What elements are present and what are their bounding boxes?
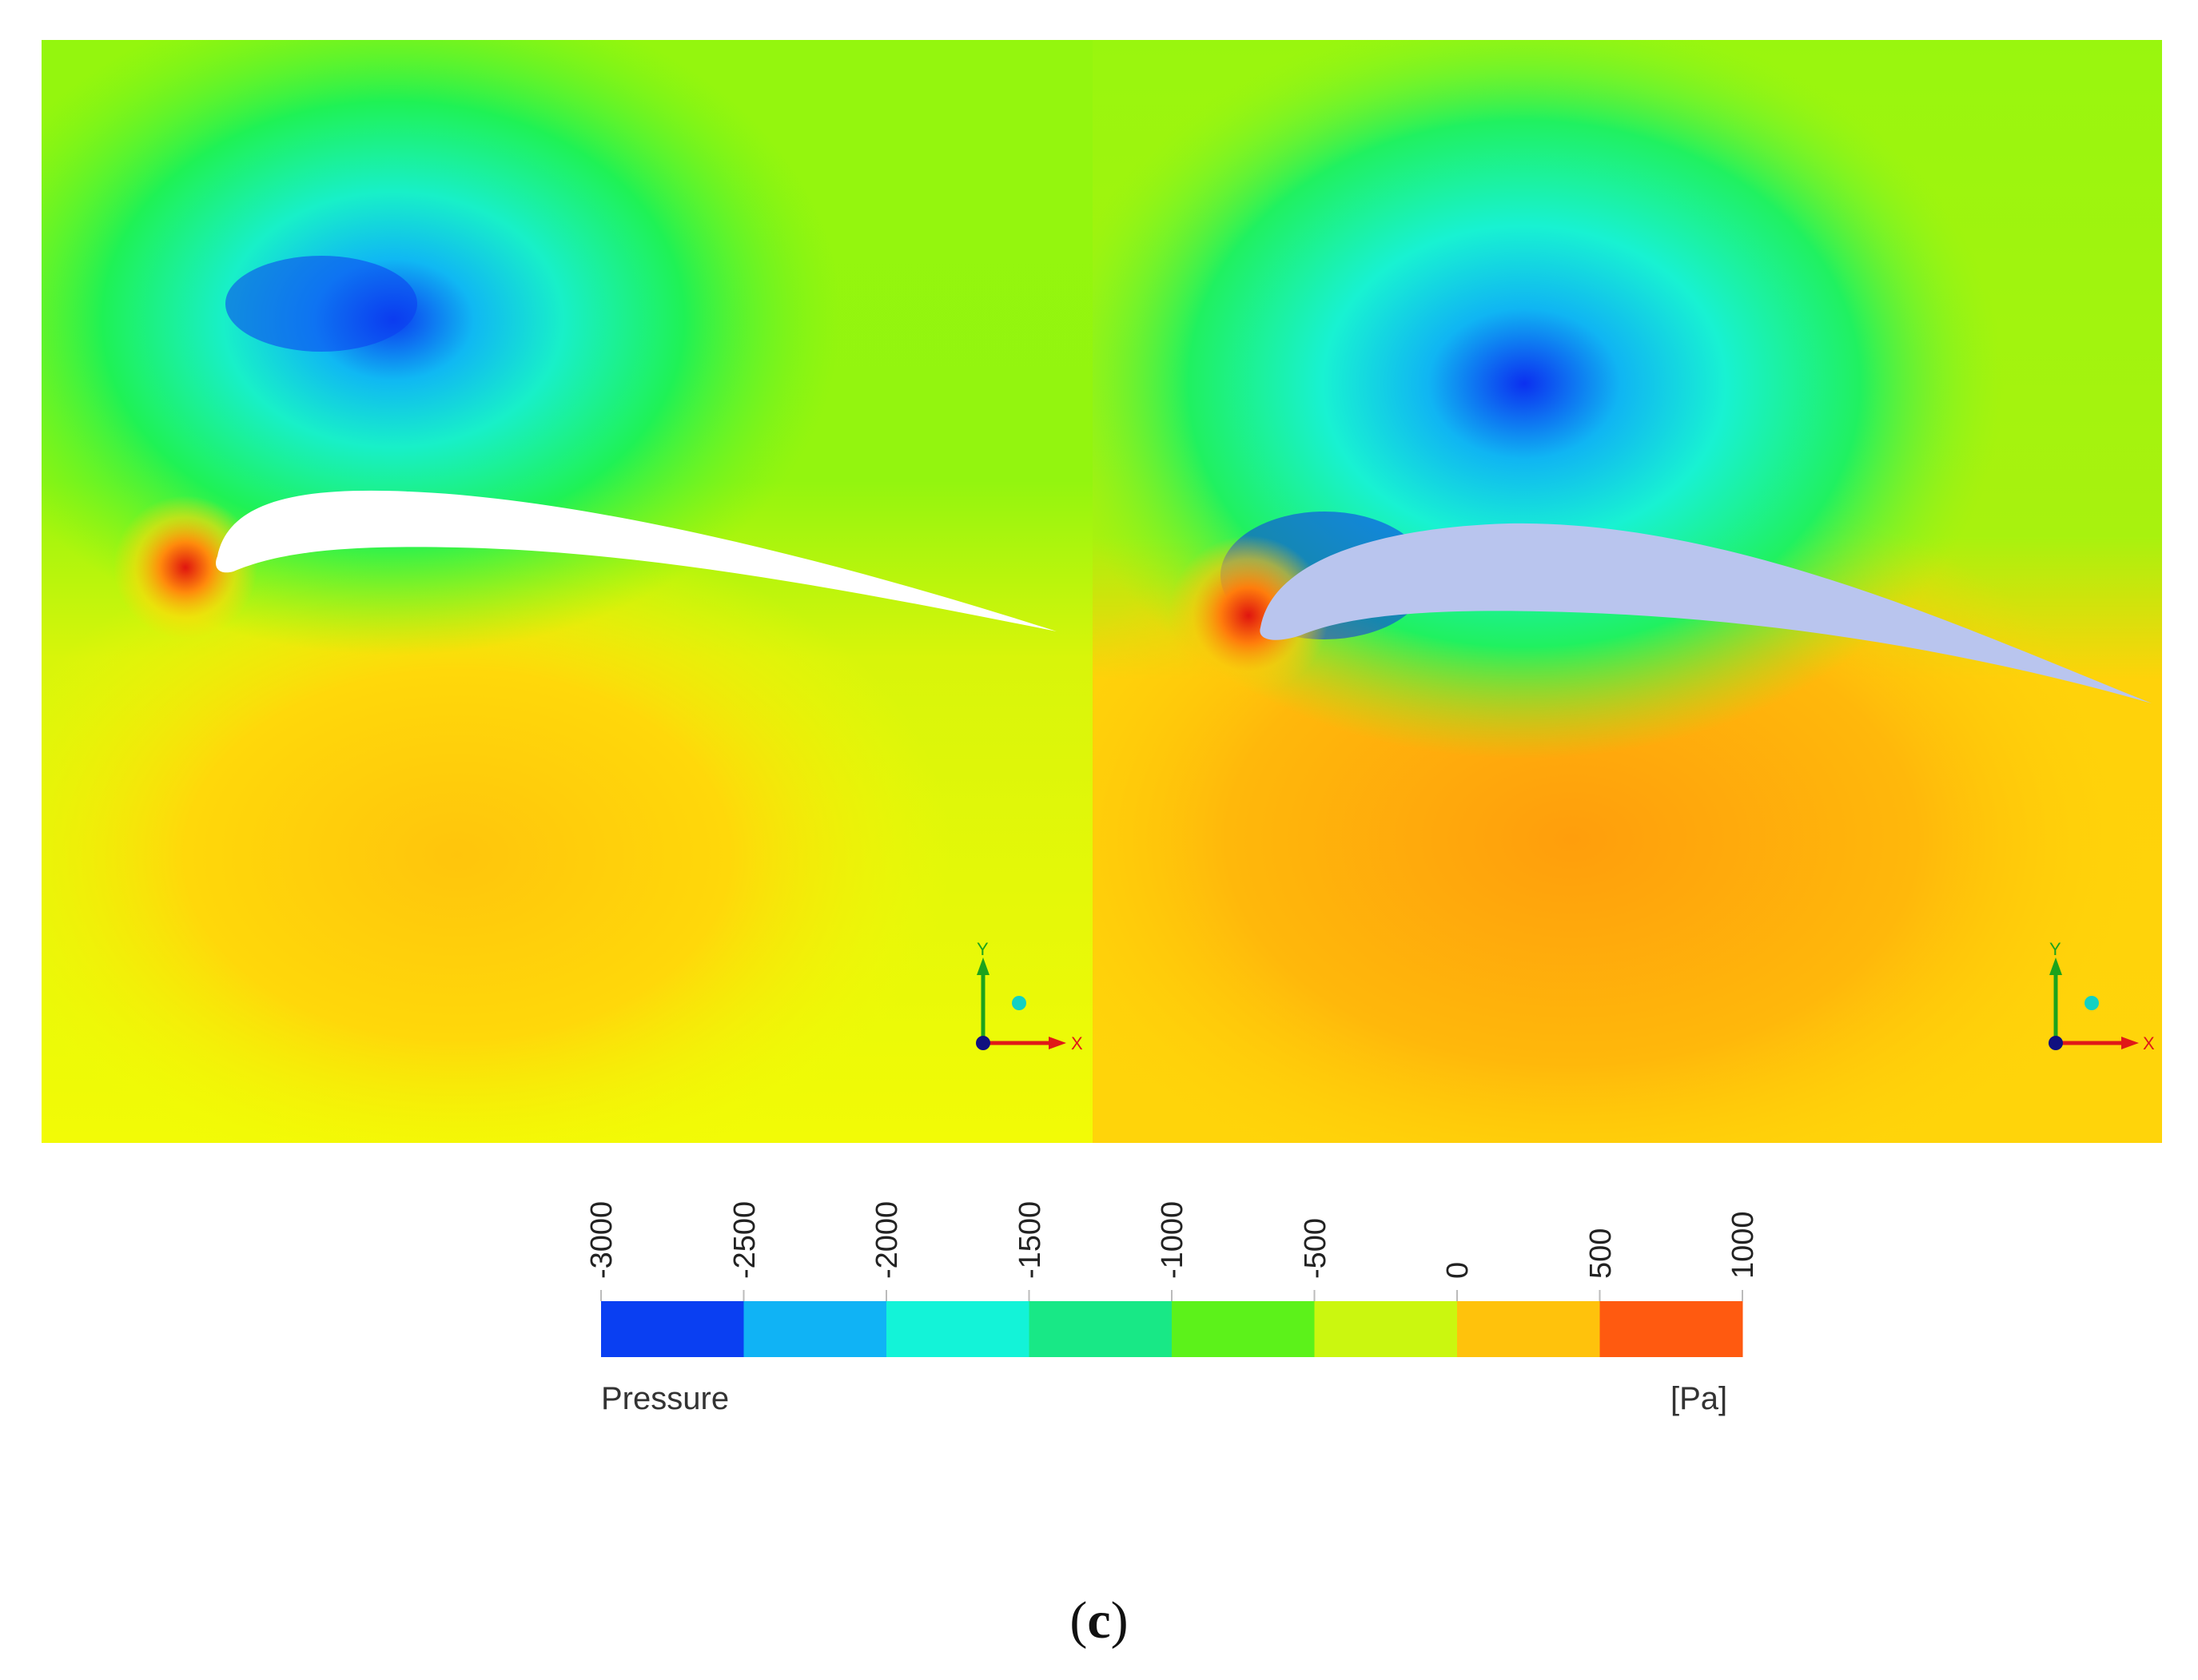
legend-tick-label: 0	[1441, 1261, 1475, 1279]
legend-band	[886, 1301, 1029, 1357]
contour-plot-right: Y X	[1093, 40, 2162, 1143]
legend-band	[1172, 1301, 1315, 1357]
legend-band	[1314, 1301, 1458, 1357]
axis-triad-left: Y X	[976, 939, 1083, 1053]
y-axis-label-left: Y	[977, 939, 989, 959]
legend-band	[1457, 1301, 1600, 1357]
contour-plot-left: Y X	[42, 40, 1093, 1143]
legend-tick-label: -2000	[870, 1200, 904, 1279]
legend-tick-label: -500	[1298, 1217, 1332, 1279]
legend-tick-label: 1000	[1726, 1211, 1760, 1279]
y-axis-label-right: Y	[2049, 939, 2061, 959]
stagnation-point-right	[1169, 535, 1328, 695]
airfoil-left	[216, 490, 1057, 631]
x-axis-label-right: X	[2143, 1033, 2155, 1053]
legend-title: Pressure	[601, 1381, 730, 1416]
legend-band	[1599, 1301, 1743, 1357]
contour-panel-left: Y X	[42, 40, 1093, 1143]
legend-tick-label: -2500	[727, 1200, 762, 1279]
airfoil-right	[1260, 523, 2152, 703]
legend-band	[1029, 1301, 1173, 1357]
legend-tick-label: -1000	[1156, 1200, 1189, 1279]
legend-tick-label: -1500	[1013, 1200, 1047, 1279]
legend-band	[601, 1301, 744, 1357]
contour-panel-right: Y X	[1093, 40, 2162, 1143]
legend-tick-label: 500	[1583, 1228, 1618, 1279]
legend-band	[743, 1301, 887, 1357]
caption-open-paren: (	[1069, 1591, 1088, 1650]
caption-close-paren: )	[1110, 1591, 1129, 1650]
figure-caption: (c)	[0, 1590, 2198, 1651]
legend-tick-label: -3000	[585, 1200, 619, 1279]
caption-letter: c	[1087, 1591, 1111, 1650]
legend-unit: [Pa]	[1670, 1381, 1728, 1416]
suction-region-left	[42, 40, 841, 655]
axis-triad-right: Y X	[2049, 939, 2155, 1053]
pressure-region-left	[42, 520, 953, 1143]
x-axis-label-left: X	[1071, 1033, 1083, 1053]
stagnation-point-left	[113, 496, 257, 639]
